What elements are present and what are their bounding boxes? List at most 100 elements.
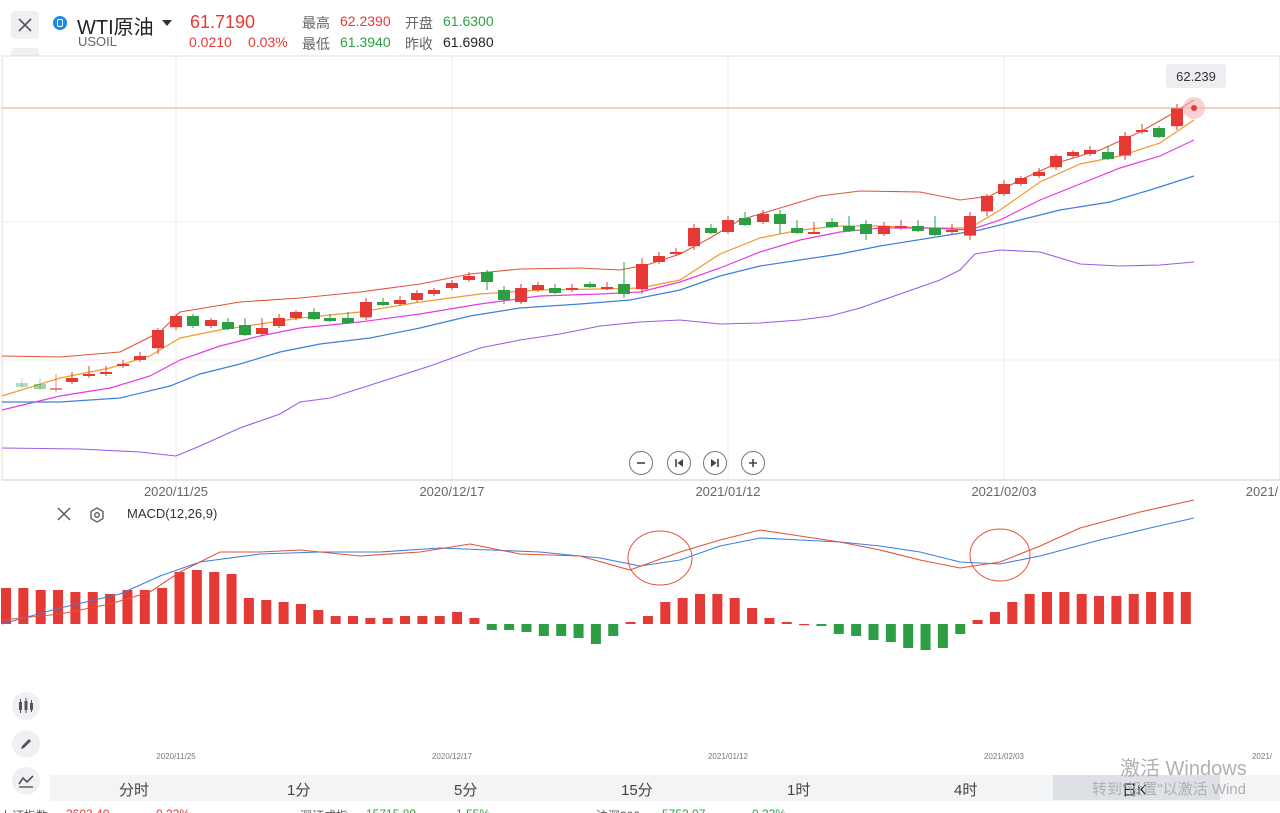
macd-bar	[209, 572, 220, 624]
macd-settings-button[interactable]	[89, 507, 105, 528]
candle-body	[515, 288, 527, 302]
macd-bar	[1163, 592, 1174, 624]
macd-bar	[573, 624, 584, 638]
zoom-out-button[interactable]	[629, 451, 653, 475]
high-value: 62.2390	[340, 13, 391, 29]
macd-bar	[903, 624, 914, 648]
candle-body	[843, 226, 855, 231]
candle-body	[981, 196, 993, 212]
candle-body	[498, 290, 510, 300]
candle-body	[411, 293, 423, 300]
zoom-in-button[interactable]	[741, 451, 765, 475]
candle-body	[1102, 152, 1114, 159]
macd-bar	[1042, 592, 1052, 624]
candle-body	[566, 288, 578, 290]
macd-bar	[955, 624, 966, 634]
line-chart-button[interactable]	[12, 767, 40, 795]
close-button[interactable]	[11, 11, 39, 39]
ticker-name[interactable]: 上证指数	[0, 807, 48, 813]
macd-bar	[35, 590, 46, 624]
candle-body	[428, 290, 440, 294]
draw-tool-button[interactable]	[12, 730, 40, 758]
macd-bar	[851, 624, 862, 636]
symbol-name[interactable]: WTI原油	[77, 17, 154, 39]
candlestick-chart[interactable]: 2020/11/25 2020/12/17 2021/01/12 2021/02/03…	[0, 0, 1280, 500]
macd-bar	[1007, 602, 1018, 624]
macd-bar	[486, 624, 497, 630]
date-tick-label: 2020/11/25	[144, 484, 208, 499]
macd-bar	[1146, 592, 1157, 624]
macd-close-button[interactable]	[56, 506, 72, 527]
period-tab[interactable]: 1时	[787, 782, 811, 799]
macd-bar	[712, 594, 723, 624]
annotation-circle	[969, 528, 1031, 582]
date-tick-label: 2021/02/03	[971, 484, 1036, 499]
date-tick-label: 2021/01/12	[695, 484, 760, 499]
macd-bar	[972, 620, 983, 624]
period-tab[interactable]: 1分	[287, 782, 311, 799]
period-tab[interactable]: 5分	[454, 782, 478, 799]
candle-body	[34, 384, 46, 389]
macd-bar	[799, 624, 810, 626]
candle-body	[170, 316, 182, 328]
ticker-name[interactable]: 沪深300	[596, 807, 640, 813]
candle-body	[1015, 178, 1027, 184]
low-value: 61.3940	[340, 34, 391, 50]
lower-band-line	[1, 249, 1195, 457]
candle-body	[50, 388, 62, 390]
candle-body	[1153, 128, 1165, 137]
macd-bar	[348, 616, 358, 624]
candle-body	[273, 318, 285, 326]
candle-body	[774, 214, 786, 224]
candle-body	[66, 378, 78, 382]
macd-bar	[278, 602, 289, 624]
ticker-name[interactable]: 深证成指	[300, 807, 348, 813]
period-tab[interactable]: 15分	[621, 782, 653, 799]
macd-bar	[1111, 596, 1122, 624]
symbol-logo-icon	[53, 16, 67, 30]
candle-body	[929, 228, 941, 235]
macd-bar	[920, 624, 931, 650]
macd-chart[interactable]: 2020/11/25 2020/12/17 2021/01/12 2021/02/03…	[0, 496, 1280, 786]
candle-body	[670, 252, 682, 254]
prev-close-label: 昨收	[405, 36, 433, 52]
macd-bar	[122, 590, 133, 624]
period-tab[interactable]: 日K	[1122, 782, 1148, 799]
candle-body	[532, 285, 544, 290]
skip-back-icon	[675, 459, 683, 467]
candle-body	[739, 218, 751, 225]
candle-body	[256, 328, 268, 334]
candle-body	[324, 318, 336, 321]
date-tick-label: 2021/	[1246, 484, 1279, 499]
macd-bar	[1076, 594, 1087, 624]
ma-orange-line	[1, 119, 1195, 397]
candle-body	[895, 226, 907, 228]
candle-body	[134, 356, 146, 360]
macd-bar	[18, 588, 29, 624]
candle-body	[998, 184, 1010, 194]
jump-end-button[interactable]	[703, 451, 727, 475]
candle-body	[1033, 172, 1045, 176]
candle-body	[688, 228, 700, 247]
period-tab[interactable]: 4时	[954, 782, 978, 799]
candlestick-icon	[19, 698, 33, 713]
macd-bar	[1024, 594, 1035, 624]
chevron-down-icon[interactable]	[162, 20, 172, 26]
candle-body	[187, 316, 199, 326]
ticker-value: 15715.89	[366, 807, 416, 813]
macd-title: MACD(12,26,9)	[127, 506, 218, 521]
macd-bar	[1059, 592, 1070, 624]
jump-start-button[interactable]	[667, 451, 691, 475]
candle-body	[1084, 150, 1096, 154]
macd-bar	[417, 616, 428, 624]
macd-line	[1, 499, 1195, 621]
close-icon	[18, 18, 32, 32]
macd-bar	[70, 592, 81, 624]
period-tab[interactable]: 分时	[119, 782, 150, 799]
low-label: 最低	[302, 36, 330, 52]
candle-body	[308, 312, 320, 319]
skip-forward-icon	[711, 459, 719, 467]
macd-bar	[781, 622, 792, 624]
indicator-tool-button[interactable]	[12, 692, 40, 720]
macd-bar	[53, 590, 64, 624]
